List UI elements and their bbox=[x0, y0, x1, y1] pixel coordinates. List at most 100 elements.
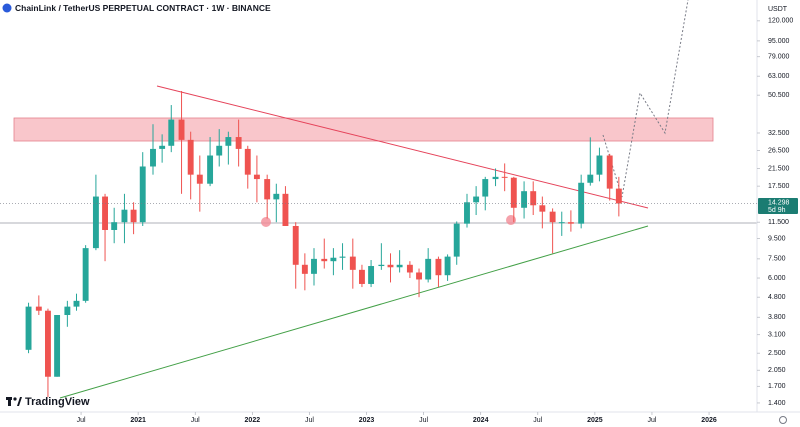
candle-body bbox=[368, 266, 375, 284]
candle-body bbox=[178, 119, 185, 140]
candle-body bbox=[45, 310, 51, 377]
candle-body bbox=[102, 196, 108, 230]
candle-body bbox=[150, 148, 156, 167]
candle-body bbox=[387, 264, 394, 268]
candle-body bbox=[253, 174, 260, 180]
candle-body bbox=[73, 300, 80, 307]
candle-body bbox=[425, 258, 432, 280]
candle-body bbox=[264, 179, 271, 200]
candle-body bbox=[396, 264, 403, 268]
touch-marker bbox=[506, 215, 516, 225]
descending-trendline bbox=[156, 85, 649, 209]
candle-body bbox=[196, 174, 203, 184]
settings-icon[interactable] bbox=[779, 416, 787, 424]
candles bbox=[25, 91, 622, 398]
candle-body bbox=[111, 222, 118, 230]
x-tick-label: 2023 bbox=[359, 417, 375, 424]
candle-body bbox=[330, 257, 337, 262]
ascending-trendline bbox=[59, 225, 649, 399]
x-tick-label: Jul bbox=[305, 417, 314, 424]
candle-body bbox=[578, 182, 585, 224]
candle-body bbox=[54, 315, 61, 377]
y-tick-label: 3.100 bbox=[768, 332, 786, 339]
candle-body bbox=[530, 191, 537, 206]
touch-marker bbox=[261, 217, 271, 227]
candle-body bbox=[378, 264, 385, 267]
candle-body bbox=[539, 205, 546, 212]
y-tick-label: 26.500 bbox=[768, 147, 790, 154]
y-tick-label: 1.400 bbox=[768, 400, 786, 407]
candle-body bbox=[482, 179, 489, 197]
candle-body bbox=[567, 222, 574, 224]
chart-title: ChainLink / TetherUS PERPETUAL CONTRACT … bbox=[15, 3, 271, 13]
x-tick-label: Jul bbox=[533, 417, 542, 424]
candle-body bbox=[587, 174, 594, 183]
y-tick-label: 6.000 bbox=[768, 275, 786, 282]
candle-body bbox=[292, 225, 299, 265]
candle-body bbox=[358, 269, 365, 284]
x-tick-label: 2022 bbox=[245, 417, 261, 424]
y-tick-label: 21.500 bbox=[768, 165, 790, 172]
candle-body bbox=[92, 196, 99, 249]
candle-body bbox=[244, 148, 251, 175]
y-tick-label: 63.000 bbox=[768, 73, 790, 80]
x-tick-label: 2024 bbox=[473, 417, 489, 424]
x-tick-label: 2026 bbox=[701, 417, 717, 424]
candle-body bbox=[339, 256, 346, 258]
y-tick-label: 9.500 bbox=[768, 235, 786, 242]
last-price-label: 14.298 bbox=[768, 199, 790, 206]
currency-label[interactable]: USDT bbox=[768, 6, 788, 13]
candle-body bbox=[216, 145, 223, 156]
candle-body bbox=[510, 177, 517, 208]
tradingview-logo: TradingView bbox=[6, 396, 90, 408]
candle-body bbox=[311, 258, 317, 274]
candle-body bbox=[501, 176, 508, 178]
candle-body bbox=[25, 306, 32, 350]
x-tick-label: 2021 bbox=[130, 417, 146, 424]
y-tick-label: 17.500 bbox=[768, 183, 790, 190]
candle-body bbox=[596, 155, 603, 175]
candle-body bbox=[187, 139, 194, 175]
y-tick-label: 95.000 bbox=[768, 38, 790, 45]
y-tick-label: 120.000 bbox=[768, 18, 793, 25]
x-tick-label: Jul bbox=[77, 417, 86, 424]
candle-body bbox=[64, 306, 71, 316]
candle-body bbox=[606, 155, 613, 189]
candle-body bbox=[139, 166, 146, 223]
y-tick-label: 2.500 bbox=[768, 350, 786, 357]
candle-body bbox=[35, 306, 42, 311]
candle-body bbox=[130, 209, 137, 223]
candle-body bbox=[558, 222, 565, 224]
resistance-zone bbox=[13, 117, 714, 142]
candle-body bbox=[615, 188, 622, 204]
candle-body bbox=[521, 191, 528, 208]
x-tick-label: 2025 bbox=[587, 417, 603, 424]
candle-body bbox=[235, 137, 242, 149]
candle-body bbox=[282, 193, 289, 226]
x-tick-label: Jul bbox=[191, 417, 200, 424]
candle-body bbox=[159, 145, 166, 149]
candle-body bbox=[549, 211, 556, 223]
x-tick-label: Jul bbox=[419, 417, 428, 424]
y-tick-label: 11.500 bbox=[768, 219, 789, 226]
candle-body bbox=[321, 258, 328, 262]
candle-body bbox=[444, 256, 451, 276]
candle-body bbox=[301, 264, 308, 274]
candle-body bbox=[82, 248, 89, 301]
candle-body bbox=[435, 258, 442, 276]
candle-body bbox=[349, 256, 356, 270]
y-tick-label: 4.800 bbox=[768, 294, 786, 301]
candle-body bbox=[406, 264, 413, 273]
y-tick-label: 79.000 bbox=[768, 54, 790, 61]
candle-body bbox=[207, 155, 214, 184]
y-tick-label: 2.050 bbox=[768, 367, 786, 374]
y-tick-label: 3.800 bbox=[768, 314, 786, 321]
y-tick-label: 32.500 bbox=[768, 130, 790, 137]
x-tick-label: Jul bbox=[647, 417, 656, 424]
candle-body bbox=[416, 272, 422, 280]
candle-body bbox=[121, 209, 128, 223]
candle-body bbox=[273, 193, 280, 200]
brand-name: TradingView bbox=[25, 396, 90, 408]
candle-body bbox=[473, 196, 480, 203]
